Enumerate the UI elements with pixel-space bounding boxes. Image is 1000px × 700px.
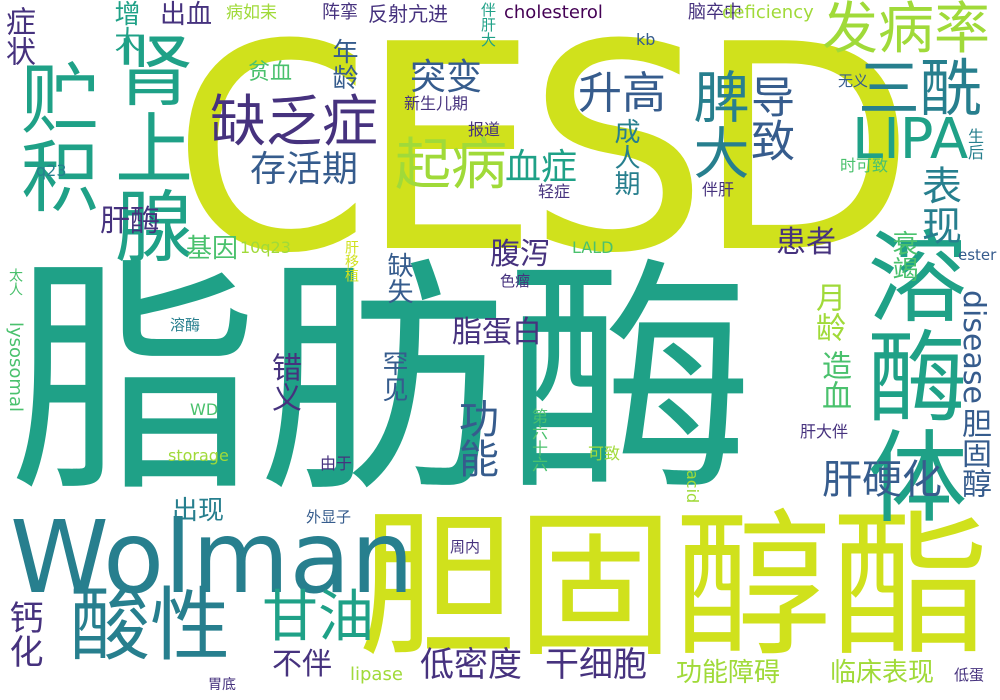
word-shenghou: 生后 xyxy=(965,128,984,160)
word-rongmeiti: 溶酶体 xyxy=(850,225,967,525)
word-hanjian: 罕见 xyxy=(378,350,408,402)
word-xuezheng: 血症 xyxy=(505,147,578,188)
word-ganyizhi: 肝移植 xyxy=(343,240,359,282)
word-qibing: 起病 xyxy=(395,133,507,198)
word-kezhi: 可致 xyxy=(588,444,621,463)
word-jiyin: 基因 xyxy=(186,234,239,264)
word-linchuangbiaoxian: 临床表现 xyxy=(830,658,935,688)
word-naocuzhong: 脑卒中 xyxy=(688,2,742,23)
word-bubai: 不伴 xyxy=(272,647,332,682)
word-lysosomal: lysosomal xyxy=(5,322,26,412)
word-pinxue: 贫血 xyxy=(248,60,293,85)
word-danguchunzhi: 胆固醇酯 xyxy=(358,495,990,679)
word-kb: kb xyxy=(636,30,656,49)
word-quefazheng: 缺乏症 xyxy=(210,90,378,155)
word-wolman: Wolman xyxy=(10,499,415,616)
word-weidi: 胃底 xyxy=(208,677,236,693)
word-danguchun: 胆固醇 xyxy=(956,408,991,498)
word-gandaban: 肝大伴 xyxy=(800,422,849,441)
word-cuoyi: 错义 xyxy=(266,352,301,412)
word-baodao: 报道 xyxy=(468,120,501,139)
word-gaihua: 钙化 xyxy=(3,600,43,668)
word-waixianzi: 外显子 xyxy=(306,508,352,526)
word-zhenluan: 阵挛 xyxy=(322,2,358,23)
word-lald: LALD xyxy=(572,238,614,257)
word-didan: 低蛋 xyxy=(954,666,985,684)
word-bingrulai: 病如耒 xyxy=(226,3,277,23)
word-wuyi: 无义 xyxy=(838,72,869,90)
word-ester: ester xyxy=(958,246,997,264)
word-shenshangxian: 肾上腺 xyxy=(102,30,192,264)
word-chuxue: 出血 xyxy=(160,0,213,30)
word-fanshekangjin: 反射亢进 xyxy=(368,2,448,26)
word-lipa: LIPA xyxy=(852,107,969,172)
word-shenggao: 升高 xyxy=(578,68,666,119)
word-chengrenqi: 成人期 xyxy=(610,118,640,196)
word-zhifangmei: 脂肪酶 xyxy=(10,238,754,526)
word-storage: storage xyxy=(168,446,229,465)
word-tairen: 太人 xyxy=(7,268,23,296)
word-xinshengerqi: 新生儿期 xyxy=(404,94,469,113)
word-deficiency: deficiency xyxy=(722,2,814,23)
word-diliushiliu: 第六十六 xyxy=(529,408,548,472)
word-ganyou: 甘油 xyxy=(262,585,374,650)
word-fabinglv: 发病率 xyxy=(822,0,990,62)
word-selliu: 色瘤 xyxy=(500,272,531,290)
word-lipase: lipase xyxy=(350,664,403,685)
word-zhuji: 贮积 xyxy=(8,58,98,214)
word-bangan: 伴肝 xyxy=(702,180,735,199)
word-acid: acid xyxy=(683,470,702,504)
word-gongnengzhangai: 功能障碍 xyxy=(676,658,781,688)
word-zhengzhuang: 症状 xyxy=(0,6,35,66)
word-cholesterol: cholesterol xyxy=(504,2,603,23)
word-queshi: 缺失 xyxy=(383,252,413,304)
word-chuxian: 出现 xyxy=(172,496,225,526)
word-rongmei: 溶酶 xyxy=(170,316,201,334)
word-zhidanbai: 脂蛋白 xyxy=(452,315,542,350)
word-sanxian: 三酰 xyxy=(858,52,983,125)
word-nianling: 年龄 xyxy=(328,38,358,90)
word-dimidu: 低密度 xyxy=(420,645,522,685)
word-bangandad: 伴肝大 xyxy=(479,2,497,47)
word-huanzhe: 患者 xyxy=(776,225,836,260)
word-shikezhi: 时可致 xyxy=(840,156,889,175)
word-yueling: 月龄 xyxy=(810,282,845,342)
word-gongneng: 功能 xyxy=(452,398,498,478)
word-tubian: 突变 xyxy=(410,57,483,98)
word-cesd: CESD xyxy=(172,0,915,316)
word-fuxie: 腹泻 xyxy=(490,237,550,272)
word-wd: WD xyxy=(190,400,219,419)
word-disease: disease xyxy=(956,290,991,404)
word-qingzheng: 轻症 xyxy=(538,182,571,201)
word-shuaijie: 衰竭 xyxy=(888,230,918,282)
word-youyu: 由于 xyxy=(320,454,353,473)
word-suanxing: 酸性 xyxy=(70,579,230,672)
word-q23: q23 xyxy=(36,161,67,180)
word-pida: 脾大 xyxy=(684,68,749,180)
word-ganxibao: 干细胞 xyxy=(545,645,647,685)
word-ganyinghua: 肝硬化 xyxy=(822,457,942,503)
word-daozhi: 导致 xyxy=(743,74,794,162)
word-zengda: 增大 xyxy=(110,0,140,52)
word-10q23: 10q23 xyxy=(240,238,291,257)
word-zaoxue: 造血 xyxy=(816,350,851,410)
word-biaoxian: 表现 xyxy=(915,165,961,245)
word-zhounei: 周内 xyxy=(450,538,481,556)
word-ganmei: 肝酶 xyxy=(100,204,160,239)
word-cunhuoqi: 存活期 xyxy=(250,149,359,190)
